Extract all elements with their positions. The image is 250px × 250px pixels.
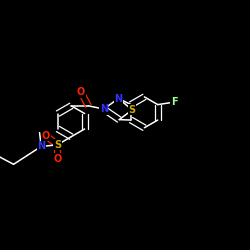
Text: N: N	[37, 142, 45, 152]
Text: F: F	[171, 97, 177, 107]
Text: S: S	[128, 105, 136, 115]
Text: O: O	[42, 131, 50, 141]
Text: O: O	[77, 87, 85, 97]
Text: N: N	[114, 94, 122, 104]
Text: O: O	[53, 154, 62, 164]
Text: S: S	[54, 140, 61, 150]
Text: N: N	[100, 104, 108, 114]
